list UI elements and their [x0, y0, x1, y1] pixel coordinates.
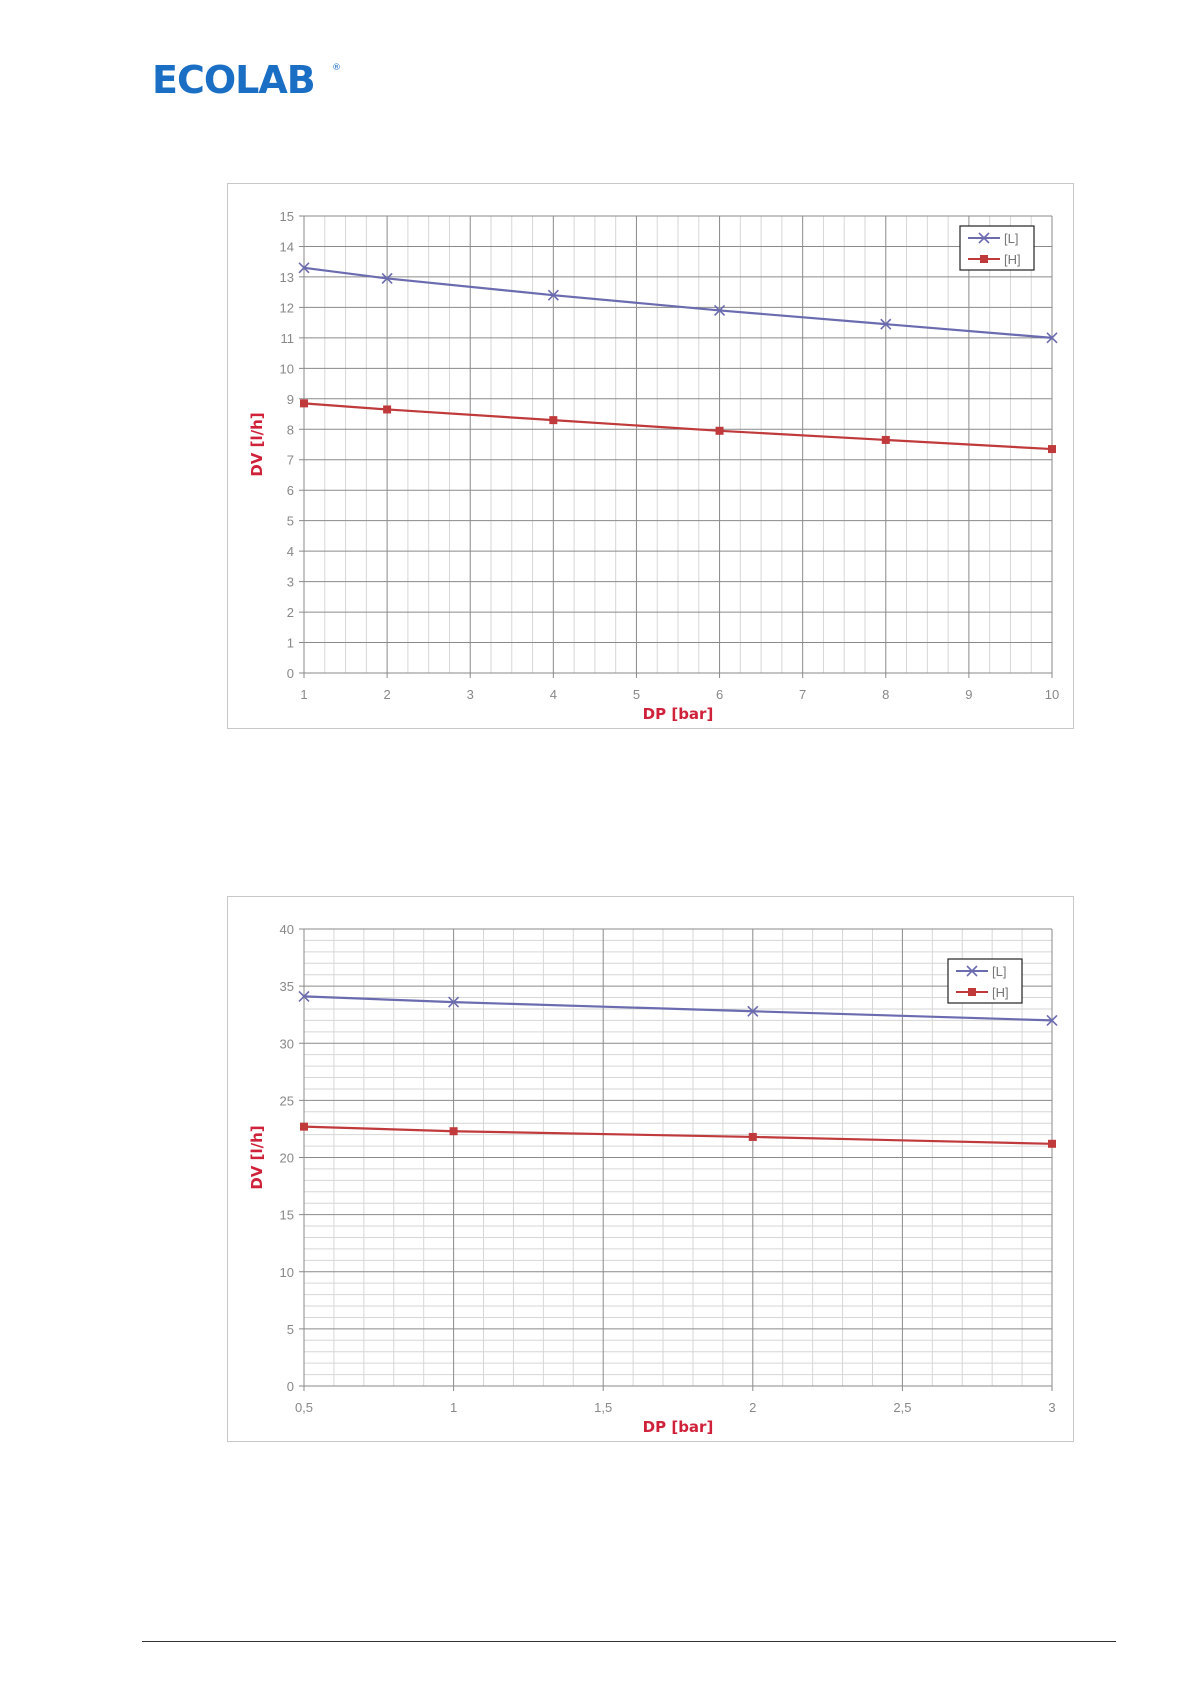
data-point-L	[448, 996, 460, 1008]
y-tick-label: 40	[280, 922, 294, 937]
y-tick-label: 0	[287, 1379, 294, 1394]
x-tick-label: 9	[965, 687, 972, 702]
series-line-H	[303, 1125, 1053, 1145]
data-point-H	[881, 435, 890, 444]
data-point-H	[715, 426, 724, 435]
data-point-L	[880, 318, 892, 330]
y-tick-label: 15	[280, 209, 294, 224]
y-tick-label: 10	[280, 361, 294, 376]
y-tick-label: 11	[281, 331, 295, 346]
series-line-H	[303, 402, 1053, 451]
data-point-L	[298, 262, 310, 274]
legend-marker-H	[980, 255, 988, 263]
x-tick-label: 5	[633, 687, 640, 702]
y-tick-label: 10	[280, 1265, 294, 1280]
data-point-H	[300, 1122, 308, 1131]
chart-dv-vs-dp-low-pressure: 0,5 1 1,5 2 2,5 3 0 5 10 15 20 25 30 35 40 DP [bar] DV […	[227, 896, 1074, 1442]
y-tick-label: 12	[280, 300, 294, 315]
y-tick-label: 1	[287, 636, 294, 651]
x-tick-label: 0,5	[295, 1400, 313, 1415]
series-line-L	[303, 995, 1053, 1022]
legend: [L] [H]	[959, 225, 1035, 271]
y-tick-label: 8	[287, 422, 294, 437]
y-tick-label: 0	[287, 666, 294, 681]
x-tick-label: 1,5	[594, 1400, 612, 1415]
y-tick-label: 9	[287, 392, 294, 407]
x-tick-label: 3	[1048, 1400, 1055, 1415]
x-tick-label: 2	[749, 1400, 756, 1415]
y-axis-title: DV [l/h]	[248, 1125, 266, 1189]
legend-marker-H	[968, 988, 976, 996]
data-point-H	[748, 1132, 757, 1141]
x-axis-title: DP [bar]	[643, 1418, 714, 1436]
y-tick-label: 6	[287, 483, 294, 498]
grid	[299, 928, 1053, 1391]
legend-box	[947, 958, 1023, 1004]
x-tick-label: 4	[550, 687, 557, 702]
legend-label-L: [L]	[1004, 231, 1018, 246]
y-tick-label: 35	[280, 979, 294, 994]
data-point-H	[383, 405, 392, 414]
data-point-L	[713, 304, 726, 317]
data-point-H	[449, 1127, 458, 1136]
legend-label-H: [H]	[992, 985, 1009, 1000]
x-axis-title: DP [bar]	[643, 705, 714, 723]
y-tick-label: 3	[287, 575, 294, 590]
legend-label-H: [H]	[1004, 252, 1021, 267]
y-tick-label: 14	[280, 239, 294, 254]
y-axis-title: DV [l/h]	[248, 412, 266, 476]
y-tick-label: 15	[280, 1208, 294, 1223]
x-tick-label: 6	[716, 687, 723, 702]
y-tick-label: 13	[280, 270, 294, 285]
data-point-H	[300, 399, 308, 408]
y-tick-label: 25	[280, 1093, 294, 1108]
legend-box	[959, 225, 1035, 271]
grid	[299, 215, 1053, 678]
data-point-L	[298, 990, 310, 1002]
x-tick-label: 1	[450, 1400, 457, 1415]
y-tick-label: 2	[287, 605, 294, 620]
data-point-H	[1048, 1139, 1056, 1148]
y-tick-label: 20	[280, 1151, 294, 1166]
x-tick-label: 2,5	[893, 1400, 911, 1415]
data-point-L	[1046, 1014, 1058, 1026]
chart-dv-vs-dp-high-pressure: 1 2 3 4 5 6 7 8 9 10 0 1 2 3 4 5 6 7 8 9 10 11 12 13 14 15 DP [bar…	[227, 183, 1074, 729]
x-tick-label: 7	[799, 687, 806, 702]
y-tick-label: 4	[287, 544, 294, 559]
x-tick-label: 2	[383, 687, 390, 702]
y-tick-label: 5	[287, 514, 294, 529]
legend-marker-L	[978, 232, 990, 244]
y-tick-label: 5	[287, 1322, 294, 1337]
logo-registered-mark: ®	[332, 63, 341, 73]
legend-marker-L	[966, 965, 978, 977]
x-tick-label: 8	[882, 687, 889, 702]
x-tick-label: 3	[467, 687, 474, 702]
data-point-L	[747, 1005, 759, 1017]
logo-text: ECOLAB	[152, 58, 315, 100]
data-point-L	[381, 272, 393, 285]
data-point-H	[1048, 445, 1056, 454]
series-line-L	[303, 266, 1053, 339]
y-tick-label: 30	[280, 1036, 294, 1051]
data-point-L	[547, 289, 559, 301]
x-tick-label: 1	[300, 687, 307, 702]
legend: [L] [H]	[947, 958, 1023, 1004]
footer-rule	[142, 1641, 1116, 1642]
data-point-H	[549, 416, 558, 425]
data-point-L	[1046, 332, 1058, 344]
ecolab-logo-mark: ECOLAB ®	[152, 58, 341, 102]
x-tick-label: 10	[1045, 687, 1059, 702]
y-tick-label: 7	[287, 453, 294, 468]
legend-label-L: [L]	[992, 964, 1006, 979]
ecolab-logo: ECOLAB ®	[152, 58, 342, 102]
